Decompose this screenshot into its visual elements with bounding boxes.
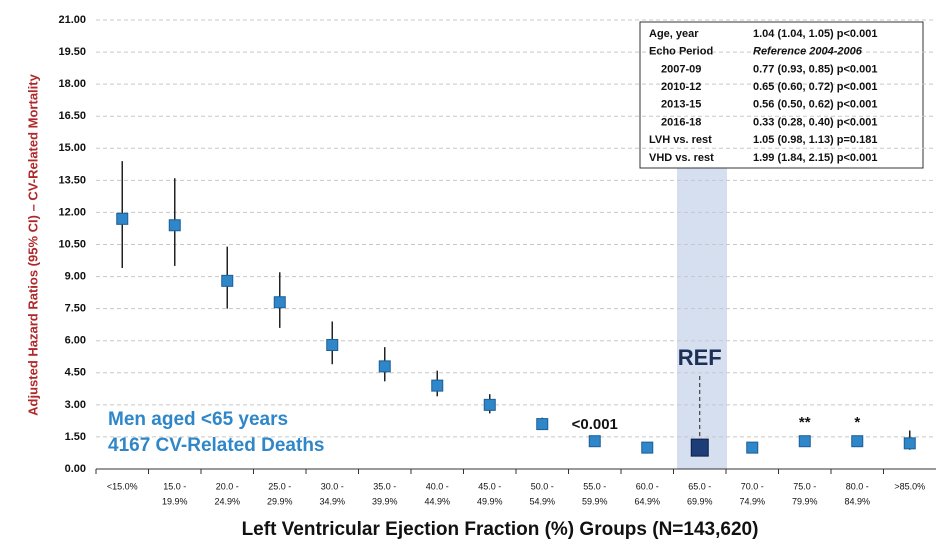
point-marker bbox=[168, 219, 181, 232]
point-marker bbox=[798, 435, 811, 448]
point-label: <0.001 bbox=[572, 416, 618, 433]
y-tick-label: 21.00 bbox=[58, 14, 86, 26]
annotation: Men aged <65 years bbox=[108, 409, 288, 430]
table-label: Age, year bbox=[649, 28, 699, 40]
y-tick-label: 18.00 bbox=[58, 78, 86, 90]
table-label: Echo Period bbox=[649, 46, 713, 58]
y-axis-label: Adjusted Hazard Ratios (95% CI) – CV-Rel… bbox=[25, 73, 40, 415]
x-tick-label: 59.9% bbox=[582, 496, 608, 506]
stats-table-box bbox=[639, 21, 924, 169]
x-tick-label: 65.0 - bbox=[688, 481, 711, 491]
x-tick-label: 29.9% bbox=[267, 496, 293, 506]
x-tick-label: 24.9% bbox=[214, 496, 240, 506]
reference-band bbox=[677, 165, 727, 469]
point-marker bbox=[903, 437, 916, 450]
x-tick-label: 35.0 - bbox=[373, 481, 396, 491]
y-tick-label: 13.50 bbox=[58, 174, 86, 186]
point-marker bbox=[273, 296, 286, 309]
table-label: LVH vs. rest bbox=[649, 134, 712, 146]
point-label: ** bbox=[799, 414, 811, 431]
table-value: 0.33 (0.28, 0.40) p<0.001 bbox=[753, 116, 877, 128]
x-tick-label: 39.9% bbox=[372, 496, 398, 506]
y-tick-label: 15.00 bbox=[58, 142, 86, 154]
x-tick-label: 55.0 - bbox=[583, 481, 606, 491]
x-tick-label: 75.0 - bbox=[793, 481, 816, 491]
x-tick-label: 34.9% bbox=[319, 496, 345, 506]
point-marker bbox=[326, 338, 339, 351]
x-tick-label: 84.9% bbox=[844, 496, 870, 506]
x-tick-label: <15.0% bbox=[107, 481, 138, 491]
table-value: 0.65 (0.60, 0.72) p<0.001 bbox=[753, 81, 877, 93]
x-tick-label: 20.0 - bbox=[216, 481, 239, 491]
x-tick-label: 30.0 - bbox=[321, 481, 344, 491]
point-marker bbox=[431, 379, 444, 392]
y-tick-label: 19.50 bbox=[58, 46, 86, 58]
x-tick-label: 45.0 - bbox=[478, 481, 501, 491]
y-tick-label: 10.50 bbox=[58, 238, 86, 250]
point-marker bbox=[221, 274, 234, 287]
x-tick-label: 79.9% bbox=[792, 496, 818, 506]
x-tick-label: 64.9% bbox=[634, 496, 660, 506]
x-tick-label: 15.0 - bbox=[163, 481, 186, 491]
table-label: 2016-18 bbox=[661, 116, 701, 128]
point-label: * bbox=[854, 414, 860, 431]
y-tick-label: 12.00 bbox=[58, 206, 86, 218]
x-tick-label: 80.0 - bbox=[846, 481, 869, 491]
table-value: 0.56 (0.50, 0.62) p<0.001 bbox=[753, 99, 877, 111]
table-value: 1.05 (0.98, 1.13) p=0.181 bbox=[753, 134, 877, 146]
x-tick-label: 70.0 - bbox=[741, 481, 764, 491]
y-tick-label: 0.00 bbox=[65, 463, 86, 475]
table-value: 0.77 (0.93, 0.85) p<0.001 bbox=[753, 63, 877, 75]
x-axis-label: Left Ventricular Ejection Fraction (%) G… bbox=[242, 519, 759, 540]
x-tick-label: >85.0% bbox=[894, 481, 925, 491]
x-tick-label: 54.9% bbox=[529, 496, 555, 506]
y-tick-label: 3.00 bbox=[65, 399, 86, 411]
point-marker bbox=[746, 441, 759, 454]
table-label: 2010-12 bbox=[661, 81, 701, 93]
y-tick-label: 6.00 bbox=[65, 335, 86, 347]
table-value: 1.99 (1.84, 2.15) p<0.001 bbox=[753, 152, 877, 164]
table-value: Reference 2004-2006 bbox=[753, 46, 863, 58]
y-tick-label: 9.00 bbox=[65, 270, 86, 282]
table-value: 1.04 (1.04, 1.05) p<0.001 bbox=[753, 28, 877, 40]
x-tick-label: 40.0 - bbox=[426, 481, 449, 491]
table-label: VHD vs. rest bbox=[649, 152, 714, 164]
point-marker bbox=[588, 435, 601, 448]
x-tick-label: 49.9% bbox=[477, 496, 503, 506]
table-label: 2007-09 bbox=[661, 63, 701, 75]
point-marker bbox=[641, 441, 654, 454]
point-label: REF bbox=[678, 345, 722, 370]
y-tick-label: 1.50 bbox=[65, 431, 86, 443]
table-label: 2013-15 bbox=[661, 99, 701, 111]
annotation: 4167 CV-Related Deaths bbox=[108, 435, 325, 456]
x-tick-label: 25.0 - bbox=[268, 481, 291, 491]
point-marker bbox=[483, 398, 496, 411]
x-tick-label: 19.9% bbox=[162, 496, 188, 506]
y-tick-label: 16.50 bbox=[58, 110, 86, 122]
point-marker bbox=[116, 212, 129, 225]
x-tick-label: 50.0 - bbox=[531, 481, 554, 491]
x-tick-label: 69.9% bbox=[687, 496, 713, 506]
y-tick-label: 7.50 bbox=[65, 303, 86, 315]
x-tick-label: 74.9% bbox=[739, 496, 765, 506]
y-tick-label: 4.50 bbox=[65, 367, 86, 379]
point-marker bbox=[851, 435, 864, 448]
reference-marker bbox=[690, 438, 709, 457]
x-tick-label: 44.9% bbox=[424, 496, 450, 506]
point-marker bbox=[378, 360, 391, 373]
x-tick-label: 60.0 - bbox=[636, 481, 659, 491]
point-marker bbox=[536, 418, 549, 431]
